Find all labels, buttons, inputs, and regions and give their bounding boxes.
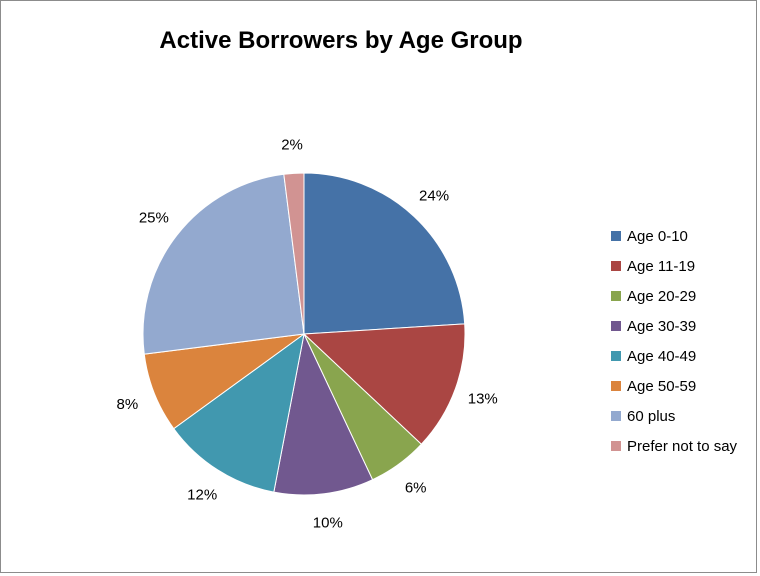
slice-data-label: 6%	[405, 480, 427, 497]
legend-item: 60 plus	[611, 401, 737, 431]
legend-label: 60 plus	[627, 407, 676, 425]
slice-data-label: 8%	[116, 396, 138, 413]
slice-data-label: 10%	[313, 515, 343, 532]
slice-data-label: 13%	[468, 390, 498, 407]
legend-swatch	[611, 291, 621, 301]
legend-item: Age 40-49	[611, 341, 737, 371]
legend-item: Prefer not to say	[611, 431, 737, 461]
legend-label: Prefer not to say	[627, 437, 738, 455]
legend-swatch	[611, 261, 621, 271]
legend-swatch	[611, 411, 621, 421]
legend-label: Age 0-10	[627, 227, 688, 245]
pie-slice	[142, 173, 305, 355]
slice-data-label: 24%	[419, 187, 449, 204]
legend-swatch	[611, 231, 621, 241]
legend-label: Age 30-39	[627, 317, 697, 335]
legend-label: Age 50-59	[627, 377, 697, 395]
chart-legend: Age 0-10 Age 11-19 Age 20-29 Age 30-39 Age 4…	[611, 221, 737, 461]
slice-data-label: 12%	[187, 486, 217, 503]
slice-data-label: 25%	[139, 210, 169, 227]
slice-data-label: 2%	[281, 136, 303, 153]
legend-item: Age 30-39	[611, 311, 737, 341]
legend-swatch	[611, 441, 621, 451]
legend-item: Age 20-29	[611, 281, 737, 311]
pie-slice	[303, 172, 466, 335]
legend-item: Age 0-10	[611, 221, 737, 251]
pie-slice	[302, 323, 466, 445]
legend-label: Age 20-29	[627, 287, 697, 305]
legend-item: Age 50-59	[611, 371, 737, 401]
pie-slice	[173, 332, 305, 493]
legend-swatch	[611, 351, 621, 361]
legend-label: Age 11-19	[627, 257, 696, 275]
pie-slice	[283, 172, 305, 335]
chart-title: Active Borrowers by Age Group	[159, 27, 523, 54]
pie-slice	[273, 332, 374, 496]
legend-item: Age 11-19	[611, 251, 737, 281]
legend-label: Age 40-49	[627, 347, 697, 365]
legend-swatch	[611, 381, 621, 391]
legend-swatch	[611, 321, 621, 331]
